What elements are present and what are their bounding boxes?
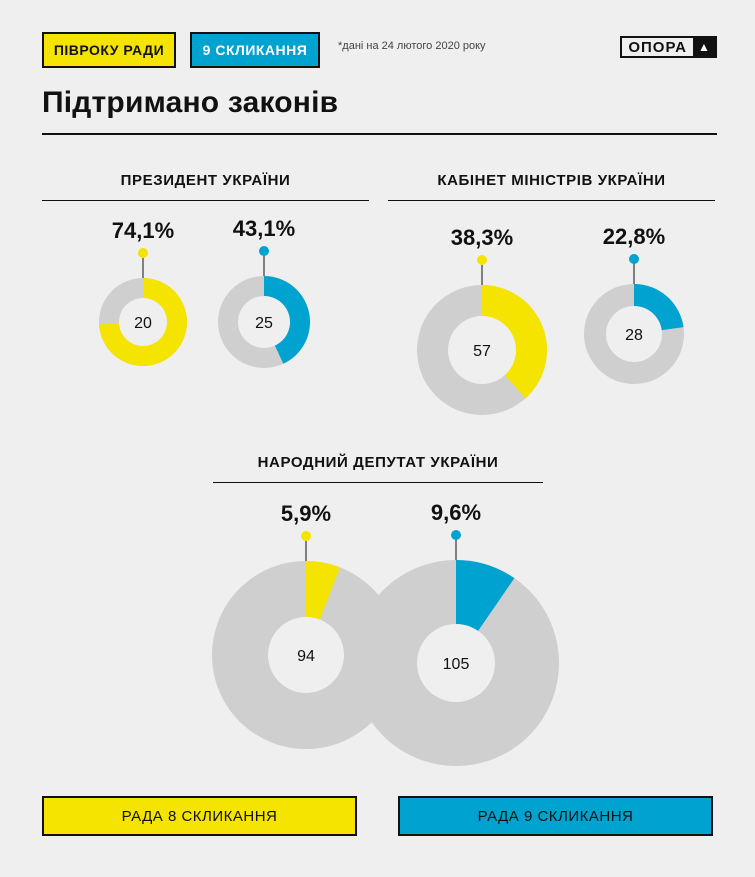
tab-rada-half-year[interactable]: ПІВРОКУ РАДИ: [42, 32, 176, 68]
section-title-president: ПРЕЗИДЕНТ УКРАЇНИ: [120, 172, 291, 189]
count-label-president-rada9: 25: [255, 315, 273, 332]
count-label-mp-rada8: 94: [297, 648, 315, 665]
legend-rada-9: РАДА 9 СКЛИКАННЯ: [398, 796, 713, 836]
pin-dot-mp-rada8: [301, 531, 311, 541]
pin-dot-mp-rada9: [451, 530, 461, 540]
donut-hole-president-rada8: [119, 298, 167, 346]
percent-label-president-rada8: 74,1%: [112, 218, 174, 243]
donut-hole-president-rada9: [238, 296, 290, 348]
percent-label-mp-rada8: 5,9%: [281, 501, 331, 526]
section-divider-president: [42, 200, 369, 201]
section-title-mp: НАРОДНИЙ ДЕПУТАТ УКРАЇНИ: [257, 454, 499, 471]
pin-dot-president-rada9: [259, 246, 269, 256]
donut-hole-cabinet-rada8: [448, 316, 516, 384]
section-title-cabinet: КАБІНЕТ МІНІСТРІВ УКРАЇНИ: [437, 172, 666, 189]
count-label-cabinet-rada9: 28: [625, 327, 643, 344]
count-label-president-rada8: 20: [134, 315, 152, 332]
triangle-icon: ▲: [693, 38, 715, 56]
pin-dot-cabinet-rada8: [477, 255, 487, 265]
data-date-note: *дані на 24 лютого 2020 року: [338, 40, 486, 52]
percent-label-president-rada9: 43,1%: [233, 216, 295, 241]
section-divider-cabinet: [388, 200, 715, 201]
page-title: Підтримано законів: [42, 86, 339, 119]
legend-rada-8: РАДА 8 СКЛИКАННЯ: [42, 796, 357, 836]
pin-dot-president-rada8: [138, 248, 148, 258]
section-divider-mp: [213, 482, 543, 483]
count-label-cabinet-rada8: 57: [473, 343, 491, 360]
donut-hole-cabinet-rada9: [606, 306, 662, 362]
title-divider: [42, 133, 717, 135]
percent-label-mp-rada9: 9,6%: [431, 500, 481, 525]
donut-hole-mp-rada9: [417, 624, 495, 702]
percent-label-cabinet-rada9: 22,8%: [603, 224, 665, 249]
pin-dot-cabinet-rada9: [629, 254, 639, 264]
percent-label-cabinet-rada8: 38,3%: [451, 225, 513, 250]
opora-logo: ОПОРА ▲: [620, 36, 717, 58]
count-label-mp-rada9: 105: [443, 656, 470, 673]
logo-text: ОПОРА: [628, 38, 687, 56]
donut-hole-mp-rada8: [268, 617, 344, 693]
tab-convocation-9[interactable]: 9 СКЛИКАННЯ: [190, 32, 320, 68]
